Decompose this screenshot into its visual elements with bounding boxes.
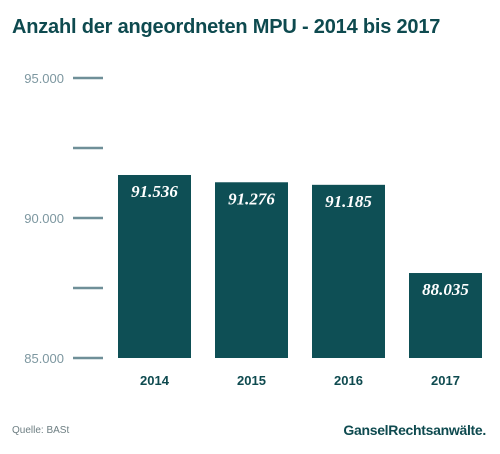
x-tick-label: 2017	[431, 373, 460, 388]
logo-part2: Rechtsanwälte	[388, 422, 483, 438]
bar	[118, 174, 191, 358]
source-note: Quelle: BASt	[12, 425, 70, 436]
x-tick-label: 2014	[140, 373, 170, 388]
bar	[215, 182, 288, 358]
y-tick-label: 85.000	[24, 351, 64, 366]
x-tick-label: 2015	[237, 373, 266, 388]
data-label: 88.035	[422, 280, 469, 299]
brand-logo: GanselRechtsanwälte.	[343, 422, 486, 438]
data-label: 91.276	[228, 189, 275, 208]
x-tick-label: 2016	[334, 373, 363, 388]
bar	[312, 184, 385, 358]
chart-title: Anzahl der angeordneten MPU - 2014 bis 2…	[12, 16, 441, 38]
data-label: 91.185	[325, 192, 372, 211]
y-tick-label: 90.000	[24, 211, 64, 226]
logo-dot: .	[482, 422, 486, 438]
logo-part1: Gansel	[343, 422, 389, 438]
bar-chart: 85.000 90.000 95.000 91.536 2014 91.276 2015 91…	[24, 71, 482, 388]
bar	[409, 273, 482, 358]
data-label: 91.536	[131, 182, 178, 201]
y-tick-label: 95.000	[24, 71, 64, 86]
